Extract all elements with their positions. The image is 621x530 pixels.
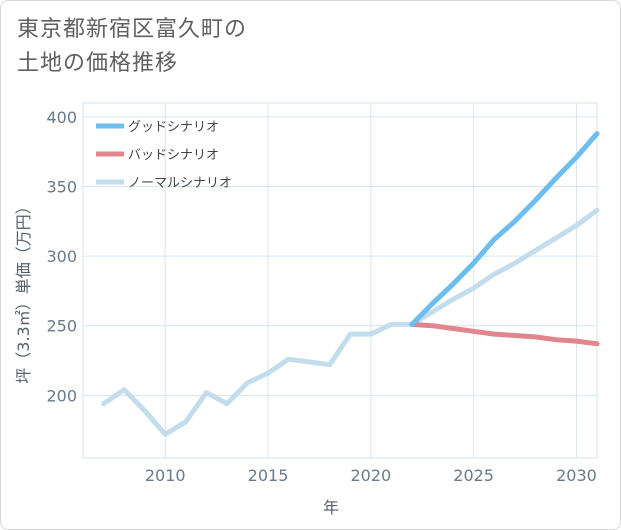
x-axis-title: 年 xyxy=(323,498,339,517)
legend-item-good[interactable]: グッドシナリオ xyxy=(96,120,219,135)
grid-lines xyxy=(82,102,598,459)
series-line-normal xyxy=(101,207,600,437)
legend-label: ノーマルシナリオ xyxy=(128,176,232,191)
legend-item-normal[interactable]: ノーマルシナリオ xyxy=(96,176,232,191)
y-tick-label: 350 xyxy=(46,178,77,197)
x-tick-label: 2015 xyxy=(248,466,289,485)
series-line-bad xyxy=(409,321,600,347)
y-axis-title: 坪（3.3㎡）単価（万円） xyxy=(14,198,33,383)
series-line-good xyxy=(409,131,600,327)
x-tick-label: 2030 xyxy=(556,466,597,485)
series-lines xyxy=(101,131,600,437)
axis-tick-labels: 2010 2015 2020 2025 2030 200 250 300 350 400 xyxy=(46,108,596,485)
x-tick-label: 2010 xyxy=(145,466,186,485)
plot-area xyxy=(82,102,598,459)
x-tick-label: 2020 xyxy=(350,466,391,485)
chart-title: 東京都新宿区富久町の 土地の価格推移 xyxy=(17,13,247,81)
y-tick-label: 400 xyxy=(46,108,77,127)
x-tick-label: 2025 xyxy=(453,466,494,485)
y-tick-label: 200 xyxy=(46,386,77,405)
y-tick-label: 250 xyxy=(46,317,77,336)
chart-title-line-1: 東京都新宿区富久町の xyxy=(17,17,248,42)
y-tick-label: 300 xyxy=(46,247,77,266)
legend-label: バッドシナリオ xyxy=(128,148,219,163)
legend-item-bad[interactable]: バッドシナリオ xyxy=(96,148,219,163)
chart-title-line-2: 土地の価格推移 xyxy=(17,51,179,76)
legend-label: グッドシナリオ xyxy=(128,120,219,135)
